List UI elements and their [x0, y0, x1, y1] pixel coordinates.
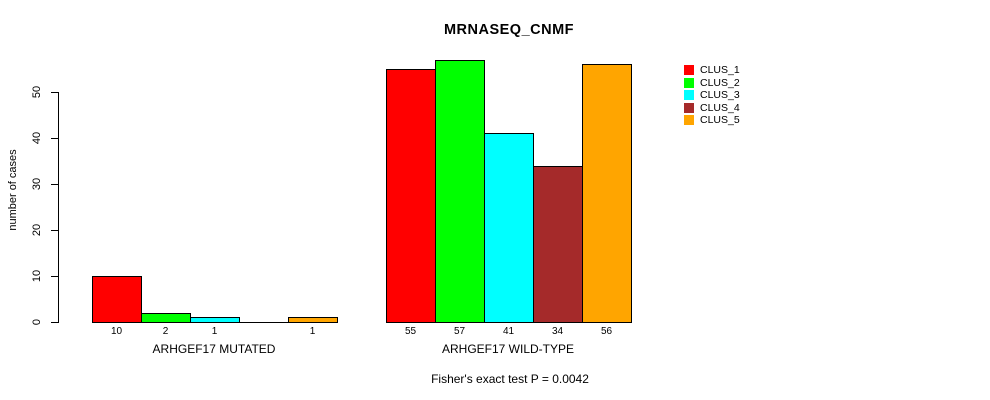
bar-arhgef17-wild-type-clus_3: [484, 133, 534, 323]
y-tick-label-text: 10: [31, 269, 43, 283]
bar-value-label: 1: [211, 326, 218, 337]
y-axis-tick: [51, 322, 58, 323]
chart-title: MRNASEQ_CNMF: [443, 22, 575, 38]
legend-label-clus_5: CLUS_5: [700, 114, 740, 127]
y-axis-tick: [51, 276, 58, 277]
bar-zero-clus_4: [239, 322, 289, 323]
legend-label-clus_1: CLUS_1: [700, 64, 740, 76]
y-tick-label-text: 0: [31, 318, 43, 326]
legend-swatch-clus_2: [684, 77, 694, 88]
y-axis-tick: [51, 184, 58, 185]
bar-value-label: 10: [110, 326, 123, 337]
bar-arhgef17-wild-type-clus_4: [533, 166, 583, 323]
bar-arhgef17-mutated-clus_2: [141, 313, 191, 323]
pvalue-annotation: Fisher's exact test P = 0.0042: [431, 372, 589, 386]
bar-value-label: 57: [453, 326, 466, 337]
y-axis-tick: [51, 138, 58, 139]
legend-label-clus_3: CLUS_3: [700, 89, 740, 102]
legend-label-clus_2: CLUS_2: [700, 76, 740, 89]
bar-value-label: 41: [502, 326, 515, 337]
legend-swatch-clus_5: [684, 115, 694, 126]
bar-arhgef17-wild-type-clus_1: [386, 69, 436, 323]
y-tick-label-text: 40: [31, 131, 43, 145]
bar-arhgef17-wild-type-clus_5: [582, 64, 632, 323]
bar-value-label: 2: [162, 326, 169, 337]
bar-value-label: 55: [404, 326, 417, 337]
bar-value-label: 1: [309, 326, 316, 337]
y-axis-tick: [51, 92, 58, 93]
y-tick-label-text: 50: [31, 85, 43, 99]
legend-swatch-clus_4: [684, 102, 694, 113]
bar-arhgef17-mutated-clus_1: [92, 276, 142, 323]
legend-swatch-clus_3: [684, 90, 694, 101]
y-axis-title: number of cases: [7, 149, 19, 231]
x-group-label-wildtype: ARHGEF17 WILD-TYPE: [441, 342, 575, 356]
legend-swatch-clus_1: [684, 65, 694, 75]
y-tick-label-text: 20: [31, 223, 43, 237]
bar-value-label: 34: [551, 326, 564, 337]
bar-value-label: 56: [600, 326, 613, 337]
y-axis-line: [58, 92, 59, 323]
y-axis-tick: [51, 230, 58, 231]
bar-arhgef17-mutated-clus_5: [288, 317, 338, 323]
y-tick-label-text: 30: [31, 177, 43, 191]
bar-arhgef17-wild-type-clus_2: [435, 60, 485, 323]
bar-arhgef17-mutated-clus_3: [190, 317, 240, 323]
x-group-label-mutated: ARHGEF17 MUTATED: [152, 342, 276, 356]
legend-label-clus_4: CLUS_4: [700, 101, 740, 114]
